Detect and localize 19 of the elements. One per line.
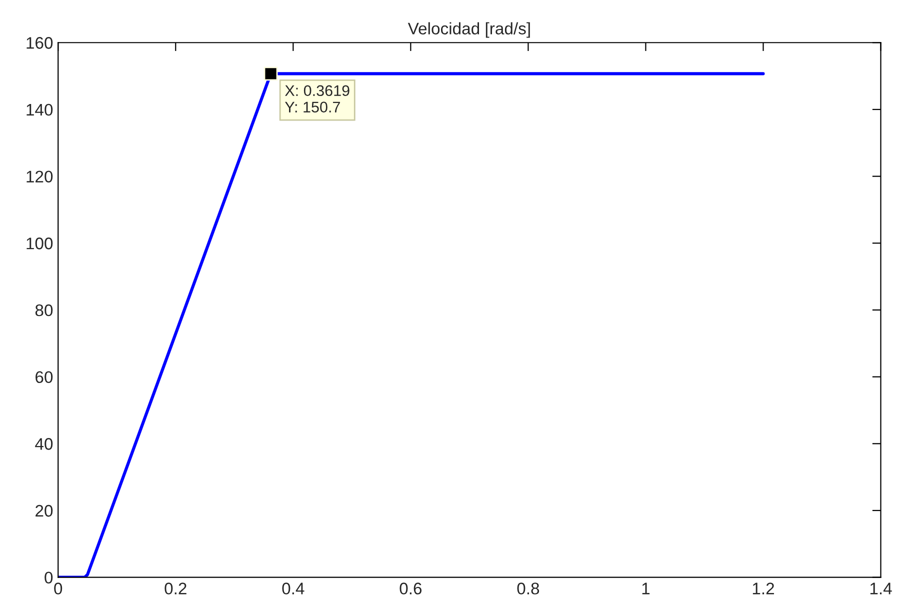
- y-tick-label: 140: [26, 104, 53, 116]
- y-tick-label: 100: [26, 238, 53, 250]
- x-tick-label: 1.2: [752, 582, 774, 594]
- y-tick-label: 160: [26, 37, 53, 49]
- x-tick-label: 0: [54, 582, 62, 594]
- y-tick-label: 120: [26, 170, 53, 183]
- annotation: X: 0.3619 Y: 150.7: [284, 85, 350, 112]
- y-tick-label: 40: [35, 438, 53, 450]
- y-tick-label: 20: [36, 504, 53, 517]
- x-tick-label: 0.8: [517, 582, 540, 594]
- y-tick-label: 80: [35, 304, 53, 316]
- y-tick-label: 60: [36, 371, 53, 384]
- x-tick-label: 1: [642, 582, 650, 594]
- x-tick-label: 0.6: [400, 582, 422, 594]
- chart-title: Velocidad [rad/s]: [408, 22, 530, 38]
- y-tick-label: 0: [44, 572, 53, 584]
- x-tick-label: 0.2: [164, 582, 186, 594]
- x-tick-label: 1.4: [870, 582, 892, 594]
- x-tick-label: 0.4: [282, 582, 304, 594]
